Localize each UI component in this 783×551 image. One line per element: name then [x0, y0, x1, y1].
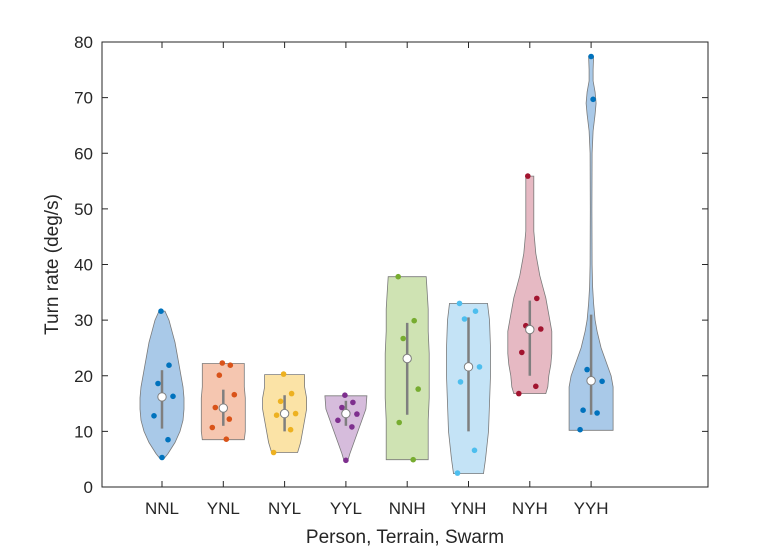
data-point	[454, 470, 461, 476]
data-point	[519, 349, 525, 356]
y-tick-label: 50	[74, 200, 93, 219]
median-marker	[157, 392, 167, 402]
data-point	[287, 426, 294, 433]
data-point	[165, 436, 171, 443]
y-tick-label: 10	[74, 422, 93, 441]
x-tick-label: YNH	[451, 499, 487, 518]
data-point	[538, 326, 544, 332]
data-point	[590, 96, 596, 103]
tick-layer: 0 10 20 30 40 50 60 70 80 NNL YNL NYL YYL NNH YNH NYH YY…	[74, 33, 708, 518]
violin-layer	[139, 53, 614, 476]
x-tick-label: YYL	[330, 499, 362, 518]
data-point	[335, 417, 341, 424]
data-point	[158, 308, 164, 315]
data-point	[277, 398, 284, 405]
data-point	[159, 454, 165, 461]
data-point	[534, 295, 540, 302]
y-tick-label: 70	[74, 89, 93, 108]
data-point	[588, 53, 594, 60]
x-tick-label: NYL	[268, 499, 301, 518]
data-point	[472, 308, 479, 315]
violin-group-nyh	[507, 173, 553, 397]
data-point	[226, 416, 233, 422]
y-tick-label: 30	[74, 311, 93, 330]
data-point	[577, 426, 583, 433]
data-point	[212, 404, 219, 411]
median-marker	[218, 403, 229, 413]
violin-group-nyl	[262, 371, 307, 456]
data-point	[343, 457, 349, 464]
data-point	[155, 380, 161, 387]
data-point	[410, 456, 417, 463]
data-point	[415, 386, 422, 392]
data-point	[350, 399, 356, 406]
x-tick-label: YNL	[207, 499, 240, 518]
data-point	[339, 404, 345, 411]
violin-group-yyl	[324, 392, 368, 464]
data-point	[209, 424, 216, 431]
y-tick-label: 40	[74, 256, 93, 275]
violin-group-yyh	[568, 53, 614, 433]
data-point	[216, 372, 223, 379]
data-point	[395, 273, 402, 280]
data-point	[476, 364, 483, 370]
data-point	[396, 419, 403, 426]
data-point	[349, 424, 355, 430]
data-point	[461, 316, 468, 322]
data-point	[292, 410, 299, 417]
data-point	[580, 407, 586, 414]
x-tick-label: NYH	[512, 499, 548, 518]
data-point	[599, 378, 605, 385]
y-tick-label: 0	[84, 478, 93, 497]
data-point	[151, 413, 157, 419]
data-point	[166, 362, 172, 369]
data-point	[400, 335, 407, 342]
data-point	[471, 447, 478, 454]
median-marker	[402, 353, 412, 364]
x-tick-label: YYH	[574, 499, 609, 518]
median-marker	[525, 324, 535, 335]
y-tick-label: 80	[74, 33, 93, 52]
median-marker	[586, 376, 596, 386]
data-point	[223, 436, 230, 443]
data-point	[457, 379, 464, 385]
y-tick-label: 20	[74, 367, 93, 386]
median-marker	[279, 408, 290, 419]
data-point	[273, 412, 280, 419]
data-point	[280, 371, 287, 377]
data-point	[270, 449, 277, 456]
x-axis-title: Person, Terrain, Swarm	[306, 527, 504, 548]
data-point	[525, 173, 531, 179]
violin-group-nnl	[139, 308, 185, 461]
data-point	[219, 360, 226, 366]
data-point	[594, 410, 600, 416]
y-tick-label: 60	[74, 144, 93, 163]
median-marker	[341, 408, 351, 419]
x-tick-label: NNH	[389, 499, 426, 518]
violin-group-nnh	[384, 273, 430, 463]
violin-group-ynl	[200, 360, 246, 443]
data-point	[170, 393, 176, 400]
data-point	[533, 383, 539, 390]
data-point	[411, 317, 418, 324]
data-point	[584, 366, 590, 373]
violin-group-ynh	[446, 300, 491, 476]
data-point	[456, 300, 463, 307]
x-tick-label: NNL	[145, 499, 179, 518]
data-point	[516, 390, 522, 397]
data-point	[231, 391, 238, 398]
data-point	[227, 362, 234, 369]
data-point	[342, 392, 348, 399]
data-point	[354, 411, 360, 417]
y-axis-title: Turn rate (deg/s)	[42, 194, 63, 335]
data-point	[288, 390, 295, 397]
median-marker	[463, 362, 474, 372]
